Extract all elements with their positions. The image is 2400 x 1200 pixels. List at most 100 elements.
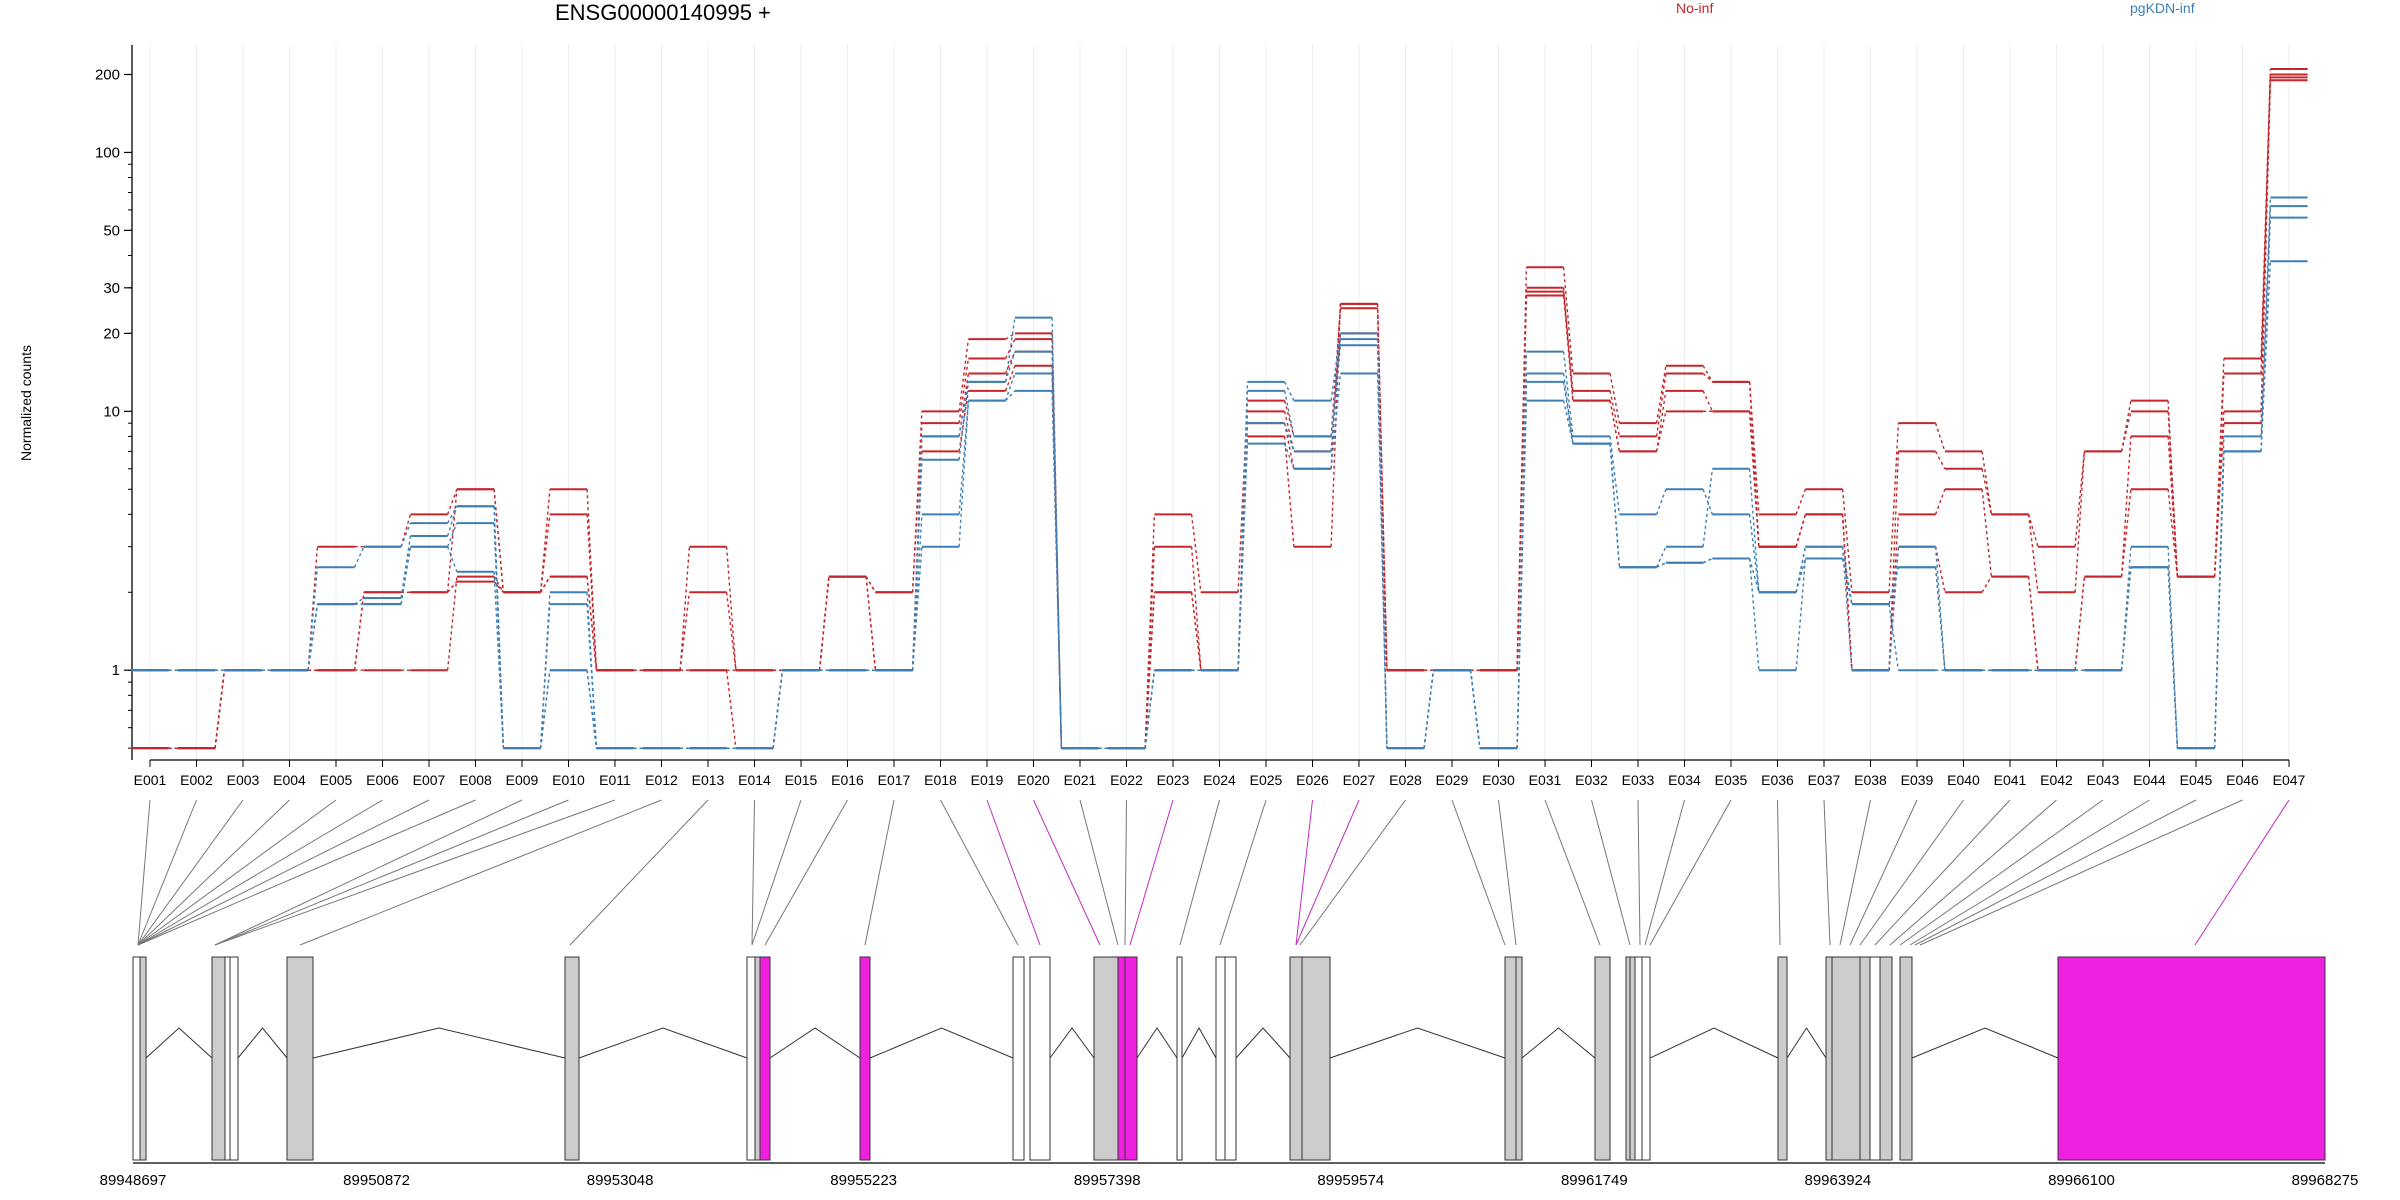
y-tick-label: 1 [112,662,120,679]
series-transition [1934,546,1946,671]
series-transition [586,670,598,749]
exon-box [211,956,226,1161]
genomic-tick-label: 89963924 [1805,1172,1872,1189]
series-transition [307,567,319,671]
series-transition [2167,489,2179,577]
series-transition [539,670,551,749]
series-transition [400,535,412,599]
genomic-tick-label: 89968275 [2292,1172,2359,1189]
series-transition [911,459,923,671]
series-transition [1330,333,1342,401]
exon-connector [1299,799,1406,946]
exon-connector [569,799,709,946]
series-transition [2167,546,2179,749]
genomic-tick-label: 89955223 [830,1172,897,1189]
exon-connector [1874,799,2011,946]
x-tick-label: E021 [1064,772,1097,788]
exon-connector [1914,799,2197,946]
intron-line [1786,1027,1827,1059]
intron-line [1136,1027,1178,1059]
exon-box [224,956,231,1161]
series-transition [1609,390,1621,437]
intron-line [312,1027,566,1059]
series-transition [1702,372,1713,383]
exon-box [1224,956,1237,1161]
exon-box [286,956,314,1161]
series-transition [539,514,551,593]
series-transition [1795,514,1807,547]
exon-box [1899,956,1913,1161]
series-transition [1237,423,1249,671]
exon-connector [137,799,151,946]
series-transition [1237,443,1249,671]
x-tick-label: E023 [1157,772,1190,788]
x-tick-label: E015 [785,772,818,788]
series-transition [446,489,458,515]
x-tick-label: E007 [413,772,446,788]
exon-box [1859,956,1871,1161]
series-transition [446,505,458,524]
x-tick-label: E011 [599,772,631,788]
exon-connector [214,799,523,946]
series-transition [1934,546,1946,593]
series-transition [1562,287,1574,401]
x-tick-label: E039 [1901,772,1934,788]
series-transition [1655,373,1667,437]
series-transition [1841,558,1853,605]
series-transition [679,592,691,671]
exon-connector [137,799,430,946]
exon-connector [1219,799,1267,946]
series-transition [1423,670,1435,749]
series-transition [586,604,598,749]
genomic-tick-label: 89948697 [100,1172,167,1189]
series-transition [1655,546,1667,568]
exon-box [1117,956,1126,1161]
series-transition [1702,365,1714,383]
intron-line [1235,1027,1291,1059]
exon-box [1515,956,1523,1161]
series-transition [1562,381,1574,444]
exon-box [132,956,141,1161]
intron-line [1911,1027,2059,1059]
exon-connector [137,799,476,946]
series-transition [1748,381,1760,515]
intron-line [869,1027,1014,1059]
intron-line [1521,1027,1596,1059]
exon-connector [137,799,197,946]
x-tick-label: E038 [1854,772,1887,788]
series-transition [2120,436,2132,577]
series-transition [2027,514,2039,593]
series-transition [2213,423,2225,577]
series-transition [818,576,830,671]
exon-box [1625,956,1631,1161]
series-transition [2027,576,2039,671]
exon-connector [1591,799,1631,946]
x-tick-label: E030 [1482,772,1515,788]
series-transition [1702,557,1713,564]
y-tick-label: 20 [103,325,120,342]
intron-line [145,1027,213,1059]
legend-pgkdn-inf: pgKDN-inf [2130,0,2195,16]
series-transition [958,381,970,460]
series-transition [1655,489,1667,515]
exon-connector [1637,799,1641,946]
exon-connector [764,799,848,946]
exon-connector [1295,799,1360,946]
series-transition [725,592,737,671]
series-transition [2260,74,2272,374]
series-transition [1562,291,1574,391]
series-transition [1702,489,1714,515]
y-tick-label: 50 [103,222,120,239]
series-transition [2027,514,2039,547]
x-tick-label: E013 [692,772,725,788]
series-transition [1981,468,1993,515]
exon-box [1869,956,1881,1161]
exon-box [1124,956,1138,1161]
x-tick-label: E009 [506,772,539,788]
series-transition [1004,351,1016,383]
x-tick-label: E040 [1947,772,1980,788]
series-transition [586,576,598,671]
x-tick-label: E028 [1389,772,1422,788]
series-transition [2120,567,2132,671]
series-transition [1748,558,1760,671]
